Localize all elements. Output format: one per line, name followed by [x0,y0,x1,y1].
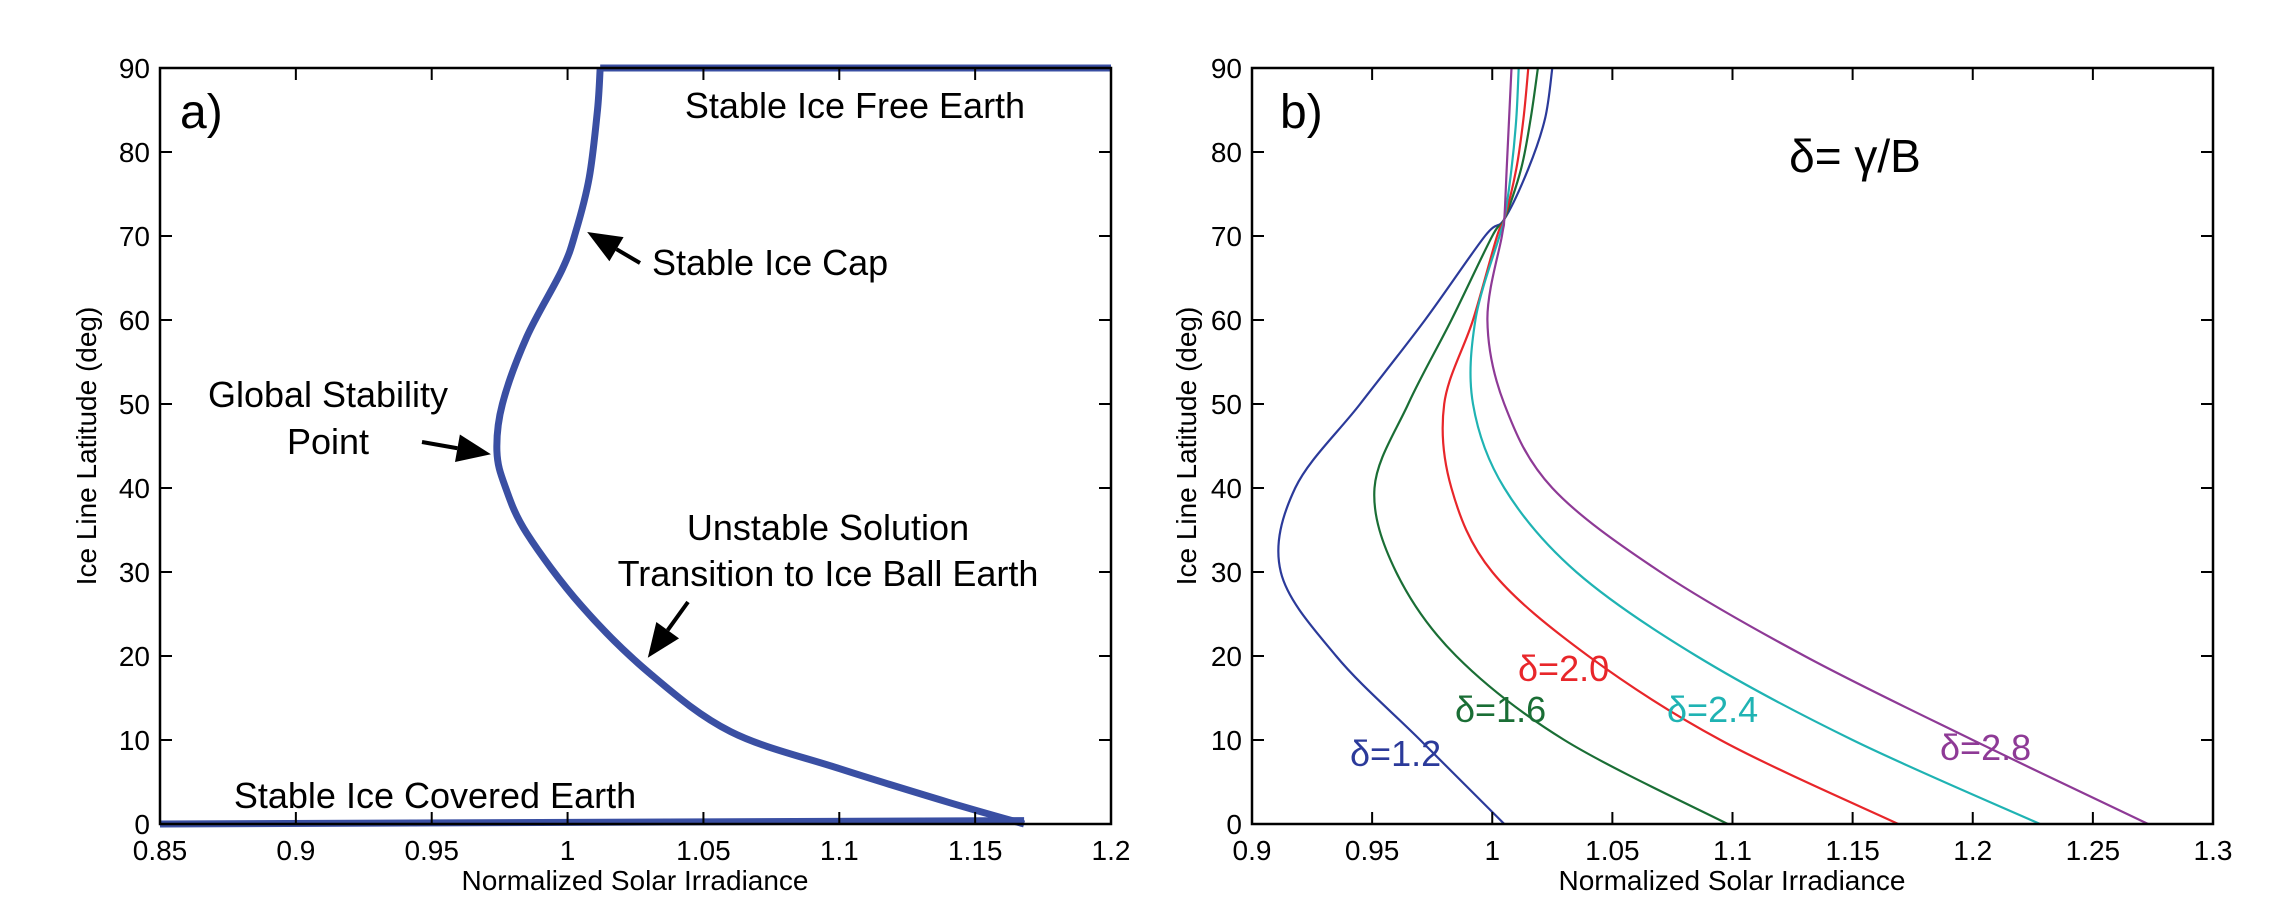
panel-a: 0.85 0.9 0.95 1 1.05 1.1 1.15 1.2 0 10 20 30 40 50 60 7… [71,53,1130,896]
panel-a-arrows [421,232,690,658]
stable-ice-covered-earth: Stable Ice Covered Earth [234,775,636,816]
panel-a-xtick-label: 1.15 [948,835,1003,866]
panel-b-series-4-line [1486,67,2149,825]
stable-ice-cap-arrow-shaft [615,247,642,265]
panel-a-ylabel: Ice Line Latitude (deg) [71,307,102,586]
panel-b-ytick-label: 90 [1211,53,1242,84]
delta-2-4-label: δ=2.4 [1667,689,1758,730]
panel-b-ticks: 0.9 0.95 1 1.05 1.1 1.15 1.2 1.25 1.3 0 10 20 30 40 50… [1211,53,2233,866]
panel-a-xtick-label: 1.2 [1092,835,1131,866]
stable-ice-cap-arrow [587,232,642,265]
panel-b-xtick-label: 1 [1484,835,1500,866]
stable-ice-cap-arrow-head [587,232,624,262]
panel-b-ytick-label: 50 [1211,389,1242,420]
panel-a-ytick-label: 90 [119,53,150,84]
panel-b-series-2-line [1441,67,1899,825]
panel-a-plot-frame [158,66,1113,826]
panel-b-xtick-label: 1.25 [2066,835,2121,866]
panel-b-label: b) [1280,86,1323,139]
panel-b-ytick-label: 0 [1226,809,1242,840]
panel-b-series-3-line [1469,67,2041,826]
panel-a-xlabel: Normalized Solar Irradiance [461,865,808,896]
delta-2-8-label: δ=2.8 [1940,727,2031,768]
stable-ice-free-earth: Stable Ice Free Earth [685,85,1025,126]
panel-b: 0.9 0.95 1 1.05 1.1 1.15 1.2 1.25 1.3 0 10 20 30 40 50… [1171,53,2232,896]
panel-a-ytick-label: 70 [119,221,150,252]
panel-a-ytick-label: 80 [119,137,150,168]
panel-b-xtick-label: 1.2 [1953,835,1992,866]
panel-b-ytick-label: 40 [1211,473,1242,504]
panel-b-ytick-label: 20 [1211,641,1242,672]
delta-1-2-label: δ=1.2 [1350,733,1441,774]
panel-b-ytick-label: 70 [1211,221,1242,252]
panel-a-xtick-label: 0.85 [133,835,188,866]
panel-a-ytick-label: 50 [119,389,150,420]
global-stability-point-line2: Point [287,421,369,462]
panel-a-ticks: 0.85 0.9 0.95 1 1.05 1.1 1.15 1.2 0 10 20 30 40 50 60 7… [119,53,1131,866]
panel-b-xtick-label: 1.1 [1713,835,1752,866]
panel-a-xtick-label: 0.9 [276,835,315,866]
delta-2-0-label: δ=2.0 [1518,648,1609,689]
panel-b-ytick-label: 30 [1211,557,1242,588]
panel-b-series-1-line [1373,67,1729,825]
panel-b-ytick-label: 60 [1211,305,1242,336]
panel-b-title: δ= γ/B [1789,130,1921,182]
panel-a-ytick-label: 10 [119,725,150,756]
panel-a-ytick-label: 40 [119,473,150,504]
panel-a-ytick-label: 30 [119,557,150,588]
unstable-solution-arrow [647,600,690,658]
panel-b-ylabel: Ice Line Latitude (deg) [1171,307,1202,586]
panel-a-xtick-label: 1.05 [676,835,731,866]
panel-a-ytick-label: 0 [134,809,150,840]
panel-a-series-0-line [493,67,1026,828]
panel-a-label: a) [180,86,223,139]
panel-b-curves [1277,67,2149,826]
unstable-solution-arrow-head [647,621,680,658]
panel-b-ytick-label: 80 [1211,137,1242,168]
unstable-solution-line1: Unstable Solution [687,507,969,548]
panel-b-xtick-label: 1.3 [2194,835,2233,866]
stable-ice-cap: Stable Ice Cap [652,242,888,283]
panel-b-xtick-label: 1.05 [1585,835,1640,866]
panel-a-ytick-label: 60 [119,305,150,336]
panel-a-xtick-label: 1 [560,835,576,866]
unstable-solution-line2: Transition to Ice Ball Earth [618,553,1039,594]
panel-b-xtick-label: 1.15 [1825,835,1880,866]
panel-a-xtick-label: 1.1 [820,835,859,866]
global-stability-point-arrow-shaft [421,440,458,451]
global-stability-point-arrow [421,434,491,463]
unstable-solution-arrow-shaft [666,600,690,632]
global-stability-point-line1: Global Stability [208,374,448,415]
panel-a-ytick-label: 20 [119,641,150,672]
panel-b-ytick-label: 10 [1211,725,1242,756]
panel-b-xtick-label: 0.95 [1345,835,1400,866]
panel-a-xtick-label: 0.95 [404,835,459,866]
global-stability-point-arrow-head [455,434,491,463]
delta-1-6-label: δ=1.6 [1455,689,1546,730]
panel-b-xlabel: Normalized Solar Irradiance [1558,865,1905,896]
panel-b-series-0-line [1277,67,1554,825]
panel-b-xtick-label: 0.9 [1233,835,1272,866]
